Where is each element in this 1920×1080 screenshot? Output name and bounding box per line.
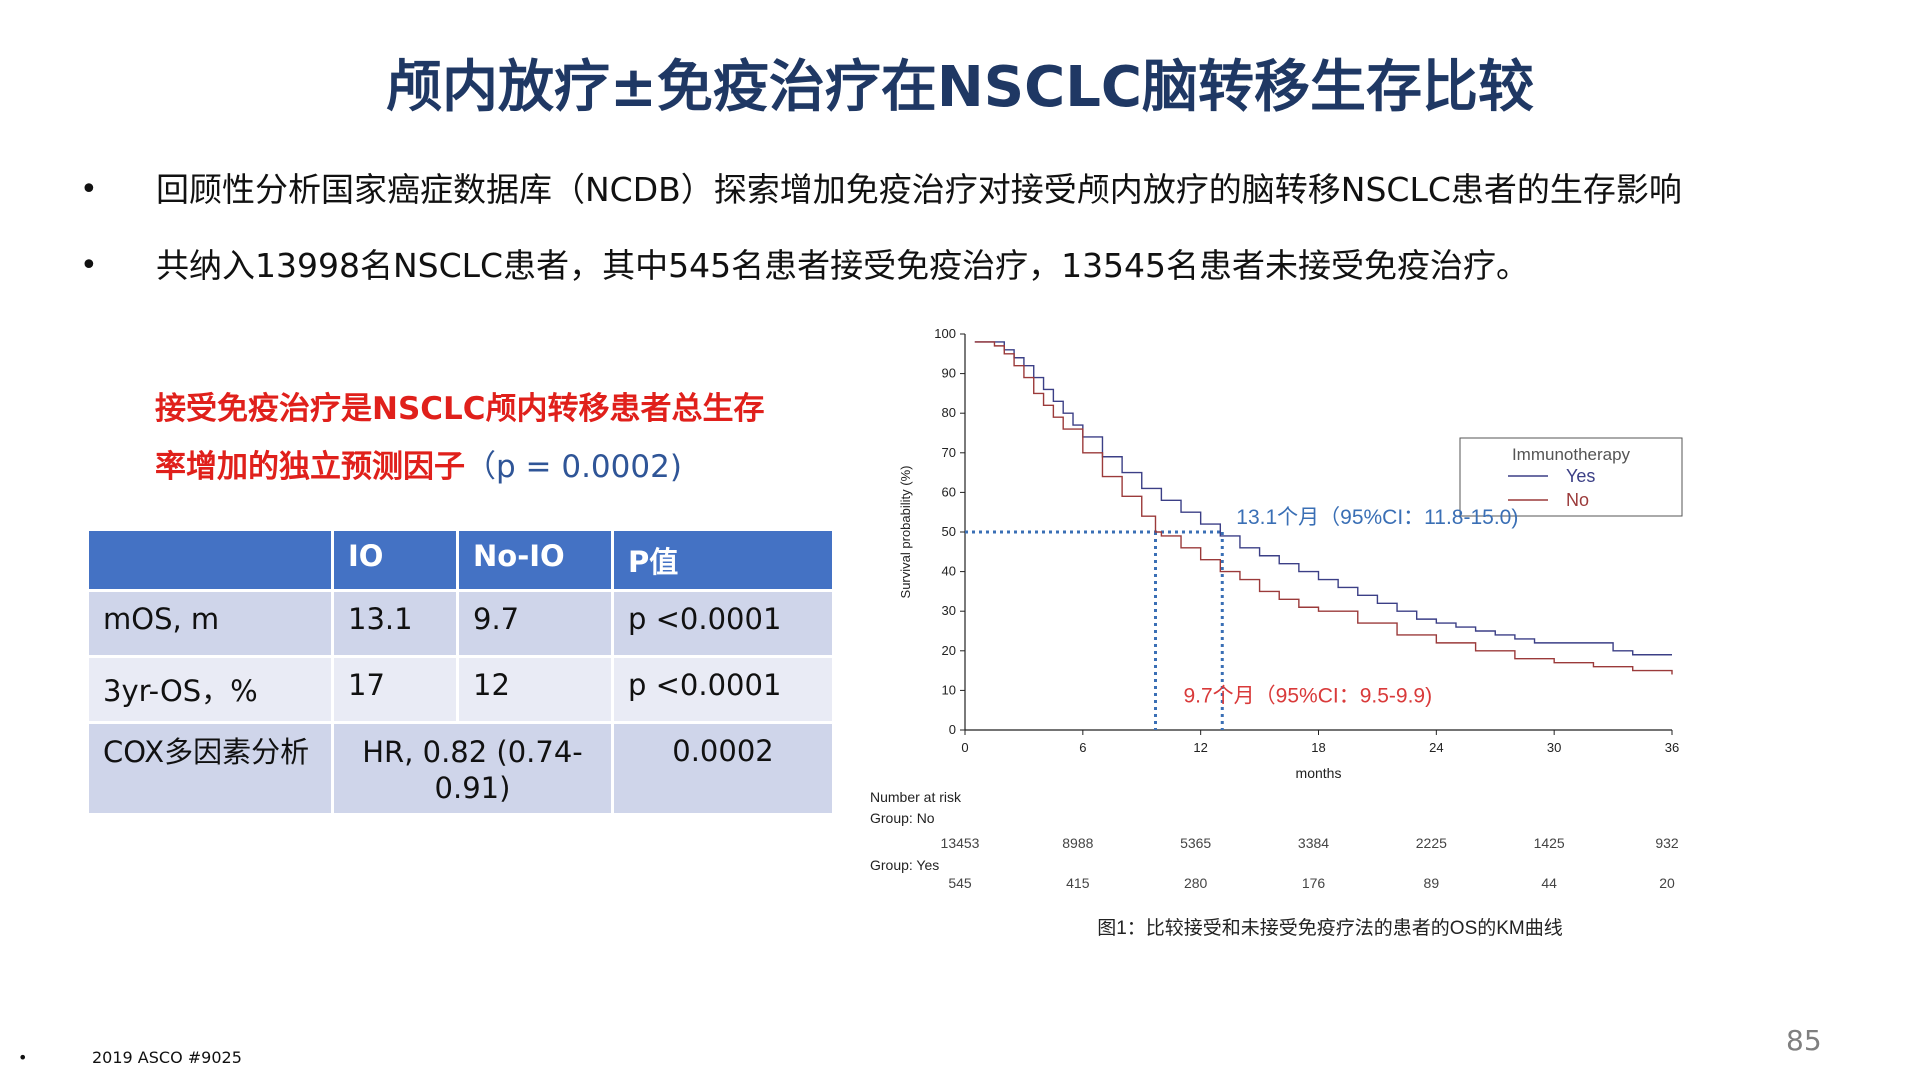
y-tick-label: 60 bbox=[942, 484, 956, 499]
annotation-yes-median: 13.1个月（95%CI：11.8-15.0) bbox=[1236, 506, 1518, 529]
y-tick-label: 80 bbox=[942, 405, 956, 420]
x-tick-label: 6 bbox=[1079, 740, 1086, 755]
y-tick-label: 90 bbox=[942, 366, 956, 381]
bullet-list: • 回顾性分析国家癌症数据库（NCDB）探索增加免疫治疗对接受颅内放疗的脑转移N… bbox=[80, 168, 1880, 320]
table-header: P值 bbox=[611, 528, 835, 592]
risk-count: 2225 bbox=[1416, 835, 1447, 851]
bullet-icon: • bbox=[18, 1048, 28, 1067]
risk-count: 176 bbox=[1302, 875, 1326, 891]
bullet-icon: • bbox=[80, 172, 98, 207]
bullet-text: 回顾性分析国家癌症数据库（NCDB）探索增加免疫治疗对接受颅内放疗的脑转移NSC… bbox=[156, 170, 1682, 209]
risk-count: 20 bbox=[1659, 875, 1675, 891]
y-tick-label: 50 bbox=[942, 524, 956, 539]
table-cell: 0.0002 bbox=[611, 721, 835, 816]
legend-entry: Yes bbox=[1566, 466, 1595, 486]
risk-count: 3384 bbox=[1298, 835, 1329, 851]
y-tick-label: 100 bbox=[934, 326, 956, 341]
legend-title: Immunotherapy bbox=[1512, 445, 1631, 464]
y-tick-label: 0 bbox=[949, 722, 956, 737]
legend-entry: No bbox=[1566, 490, 1589, 510]
risk-count: 280 bbox=[1184, 875, 1208, 891]
bullet-icon: • bbox=[80, 248, 98, 283]
risk-group-label: Group: No bbox=[870, 810, 935, 826]
table-cell: HR, 0.82 (0.74-0.91) bbox=[331, 721, 614, 816]
table-header: No-IO bbox=[456, 528, 614, 592]
risk-count: 1425 bbox=[1534, 835, 1565, 851]
x-tick-label: 30 bbox=[1547, 740, 1561, 755]
risk-count: 415 bbox=[1066, 875, 1090, 891]
table-row: 3yr-OS，% 17 12 p <0.0001 bbox=[86, 655, 835, 724]
risk-count: 89 bbox=[1424, 875, 1440, 891]
footer-text: 2019 ASCO #9025 bbox=[92, 1048, 242, 1067]
table-cell: COX多因素分析 bbox=[86, 721, 334, 816]
y-axis-label: Survival probability (%) bbox=[898, 466, 913, 599]
series-line-no bbox=[974, 341, 1673, 675]
annotation-no-median: 9.7个月（95%CI：9.5-9.9) bbox=[1183, 684, 1432, 707]
risk-count: 545 bbox=[948, 875, 972, 891]
key-finding-line2: 率增加的独立预测因子 bbox=[155, 449, 465, 485]
x-tick-label: 18 bbox=[1311, 740, 1325, 755]
figure-caption: 图1：比较接受和未接受免疫疗法的患者的OS的KM曲线 bbox=[1097, 917, 1563, 939]
table-header: IO bbox=[331, 528, 459, 592]
table-header bbox=[86, 528, 334, 592]
slide-number: 85 bbox=[1786, 1024, 1822, 1057]
y-tick-label: 70 bbox=[942, 445, 956, 460]
risk-count: 932 bbox=[1655, 835, 1679, 851]
table-cell: 9.7 bbox=[456, 589, 614, 658]
results-table: IO No-IO P值 mOS, m 13.1 9.7 p <0.0001 3y… bbox=[86, 528, 835, 816]
bullet-item: • 共纳入13998名NSCLC患者，其中545名患者接受免疫治疗，13545名… bbox=[80, 244, 1880, 320]
table-cell: mOS, m bbox=[86, 589, 334, 658]
table-cell: 12 bbox=[456, 655, 614, 724]
risk-group-label: Group: Yes bbox=[870, 857, 939, 873]
x-tick-label: 24 bbox=[1429, 740, 1443, 755]
table-cell: p <0.0001 bbox=[611, 589, 835, 658]
table-cell: 17 bbox=[331, 655, 459, 724]
x-tick-label: 0 bbox=[961, 740, 968, 755]
bullet-text: 共纳入13998名NSCLC患者，其中545名患者接受免疫治疗，13545名患者… bbox=[156, 246, 1530, 285]
x-axis-label: months bbox=[1296, 765, 1342, 781]
series-line-yes bbox=[974, 341, 1672, 656]
x-tick-label: 36 bbox=[1665, 740, 1679, 755]
table-row: mOS, m 13.1 9.7 p <0.0001 bbox=[86, 589, 835, 658]
km-chart: 0 10 20 30 40 50 60 70 80 90 100 0 6 12 18 24 30 36 months… bbox=[870, 326, 1683, 939]
risk-count: 44 bbox=[1541, 875, 1557, 891]
table-cell: p <0.0001 bbox=[611, 655, 835, 724]
key-finding-line1: 接受免疫治疗是NSCLC颅内转移患者总生存 bbox=[155, 391, 765, 427]
y-tick-label: 30 bbox=[942, 603, 956, 618]
bullet-item: • 回顾性分析国家癌症数据库（NCDB）探索增加免疫治疗对接受颅内放疗的脑转移N… bbox=[80, 168, 1880, 244]
table-cell: 13.1 bbox=[331, 589, 459, 658]
risk-table-title: Number at risk bbox=[870, 789, 962, 805]
page-title: 颅内放疗±免疫治疗在NSCLC脑转移生存比较 bbox=[386, 55, 1534, 120]
risk-count: 5365 bbox=[1180, 835, 1211, 851]
table-row: COX多因素分析 HR, 0.82 (0.74-0.91) 0.0002 bbox=[86, 721, 835, 816]
y-tick-label: 20 bbox=[942, 643, 956, 658]
key-finding-pvalue: （p = 0.0002) bbox=[465, 449, 682, 485]
key-finding: 接受免疫治疗是NSCLC颅内转移患者总生存 率增加的独立预测因子（p = 0.0… bbox=[155, 380, 835, 496]
risk-count: 8988 bbox=[1062, 835, 1093, 851]
y-tick-label: 10 bbox=[942, 682, 956, 697]
legend-box bbox=[1459, 437, 1683, 517]
risk-count: 13453 bbox=[941, 835, 980, 851]
y-tick-label: 40 bbox=[942, 564, 956, 579]
x-tick-label: 12 bbox=[1193, 740, 1207, 755]
table-cell: 3yr-OS，% bbox=[86, 655, 334, 724]
